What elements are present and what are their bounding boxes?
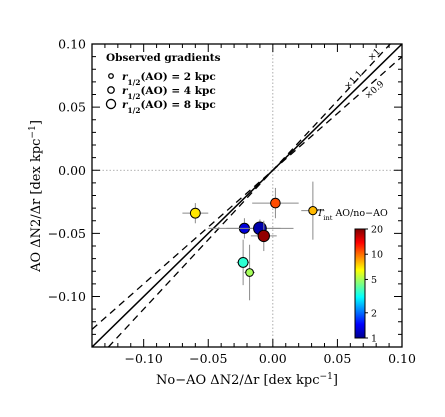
size-legend-marker [107, 86, 115, 94]
data-point-6 [244, 244, 255, 301]
x-tick-label: −0.05 [189, 351, 227, 366]
reference-line-label: ×0.9 [363, 79, 386, 101]
size-legend-title: Observed gradients [106, 52, 221, 64]
reference-line-1 [92, 44, 402, 347]
colorbar-tick-label: 5 [371, 275, 377, 286]
x-tick-label: 0.10 [388, 351, 416, 366]
colorbar: 1 2 5 10 20 Tint AO/no−AO [317, 208, 388, 345]
reference-lines [92, 44, 402, 347]
size-legend-label: r1/2(AO) = 8 kpc [122, 99, 216, 115]
colorbar-tick-label: 20 [371, 225, 383, 236]
reference-line-1.1 [107, 44, 392, 347]
point-marker [257, 229, 270, 243]
axis-labels: ×1.1×1 ×0.9 No−AO ΔN2/Δr [dex kpc−1] AO ΔN2… [28, 47, 387, 388]
reference-line-label: ×1 [367, 47, 383, 63]
y-tick-label: −0.10 [48, 289, 86, 304]
x-tick-label: 0.00 [259, 351, 287, 366]
point-marker [189, 207, 201, 219]
data-point-3 [250, 220, 277, 252]
colorbar-tick-label: 1 [371, 334, 377, 345]
colorbar-gradient [354, 228, 366, 339]
reference-line-0.9 [92, 56, 402, 330]
y-tick-label: 0.10 [58, 37, 86, 52]
point-marker [308, 206, 318, 216]
y-tick-label: 0.00 [58, 163, 86, 178]
size-legend-marker [105, 98, 117, 110]
point-marker [237, 256, 249, 268]
plot-axes: −0.10 −0.05 0.00 0.05 0.10 −0.10 −0.05 0.00 0.05… [48, 37, 416, 367]
data-point-7 [301, 181, 325, 240]
data-point-5 [236, 239, 250, 286]
zero-reference-lines [92, 44, 402, 347]
size-legend-label: r1/2(AO) = 4 kpc [122, 85, 216, 101]
reference-line-label: ×1.1 [343, 69, 365, 92]
data-point-0 [182, 203, 209, 224]
size-legend-marker [108, 73, 114, 79]
y-tick-label: 0.05 [58, 100, 86, 115]
point-marker [270, 197, 281, 209]
data-points [182, 181, 325, 301]
x-tick-label: −0.10 [125, 351, 163, 366]
colorbar-tick-label: 2 [371, 308, 377, 319]
data-point-4 [252, 187, 299, 219]
x-tick-label: 0.05 [323, 351, 351, 366]
colorbar-tick-label: 10 [371, 250, 383, 261]
x-axis-label: No−AO ΔN2/Δr [dex kpc−1] [156, 372, 338, 388]
point-marker [245, 268, 254, 277]
size-legend-label: r1/2(AO) = 2 kpc [122, 71, 216, 87]
y-axis-label: AO ΔN2/Δr [dex kpc−1] [28, 120, 44, 273]
colorbar-label: Tint AO/no−AO [317, 208, 388, 222]
y-tick-label: −0.05 [48, 226, 86, 241]
